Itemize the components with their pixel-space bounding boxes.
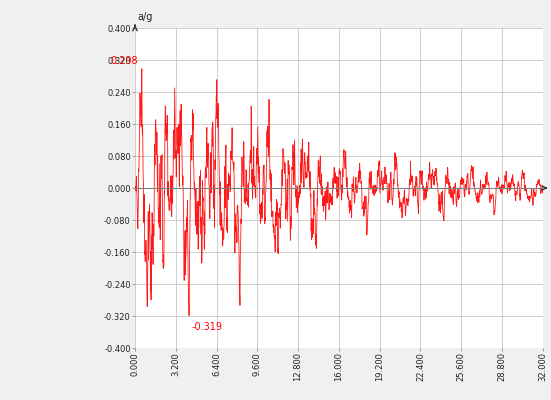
Text: 0.298: 0.298 — [110, 56, 138, 66]
Text: -0.319: -0.319 — [192, 322, 223, 332]
Text: a/g: a/g — [137, 12, 152, 22]
